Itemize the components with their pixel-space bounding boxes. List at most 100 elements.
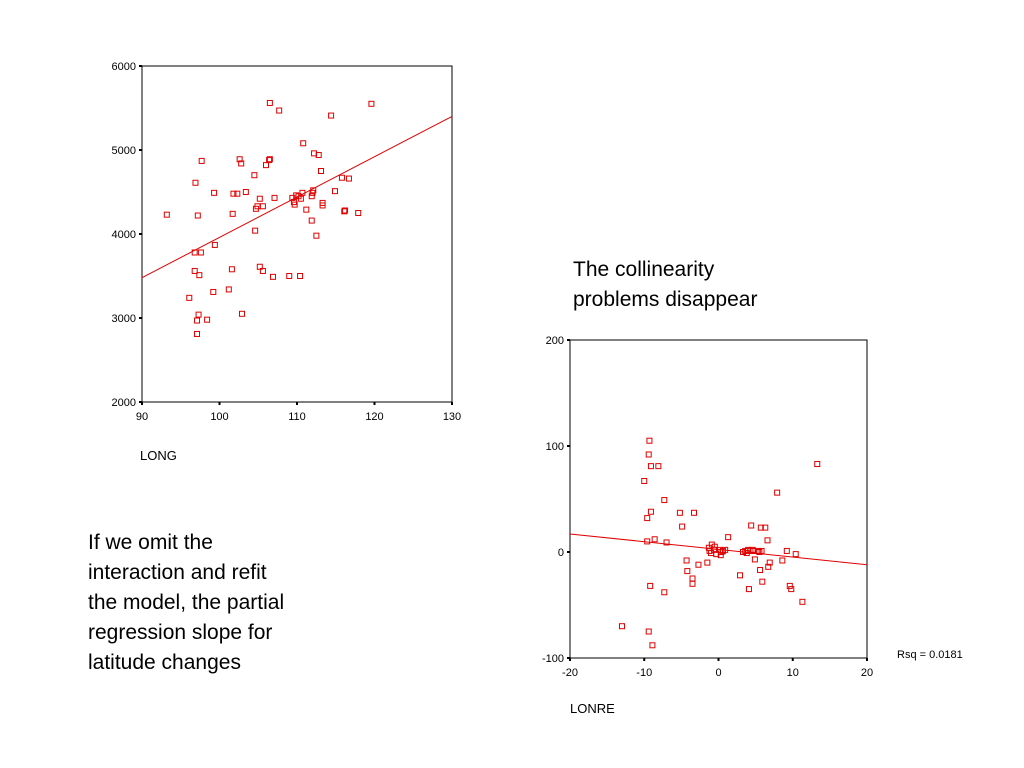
data-point	[757, 567, 764, 574]
data-point	[661, 497, 668, 504]
data-point	[303, 206, 310, 213]
x-tick-label: -20	[562, 667, 578, 679]
data-point	[764, 537, 771, 544]
data-point	[751, 556, 758, 563]
data-point	[308, 193, 315, 200]
data-point	[750, 547, 757, 554]
data-point	[655, 463, 662, 470]
data-point	[765, 563, 772, 570]
data-point	[286, 273, 293, 279]
data-point	[308, 217, 315, 224]
data-point	[341, 208, 348, 215]
data-point	[256, 195, 263, 202]
x-axis-title: LONRE	[570, 701, 615, 716]
data-point	[194, 330, 201, 337]
y-tick-label: 6000	[112, 61, 136, 73]
data-point	[263, 162, 269, 169]
x-tick-label: 90	[136, 411, 148, 423]
data-point	[191, 267, 198, 274]
data-point	[318, 168, 325, 174]
omit-interaction-note: If we omit the interaction and refit the…	[88, 531, 285, 674]
data-point	[725, 534, 732, 541]
data-point	[192, 179, 199, 186]
data-point	[689, 575, 696, 582]
collinearity-note: The collinearity problems disappear	[573, 258, 758, 311]
y-tick-label: 5000	[112, 145, 136, 157]
data-point	[251, 172, 258, 179]
data-point	[266, 156, 273, 163]
data-point	[310, 187, 317, 194]
data-point	[754, 547, 761, 554]
data-point	[649, 642, 656, 649]
data-point	[690, 509, 697, 516]
data-point	[651, 536, 658, 543]
data-point	[315, 152, 322, 159]
data-point	[271, 194, 278, 201]
data-point	[647, 582, 654, 589]
data-point	[225, 286, 232, 293]
data-point	[266, 99, 273, 106]
data-point	[647, 463, 654, 470]
data-point	[210, 288, 217, 295]
data-point	[711, 543, 718, 550]
rsq-annotation: Rsq = 0.0181	[897, 649, 963, 661]
scatter-plot-long: 2000 3000 4000 5000 6000 90 100 110 120 130 LONG	[112, 61, 462, 463]
data-point	[259, 203, 266, 210]
data-point	[748, 522, 755, 529]
data-point	[737, 572, 744, 579]
data-point	[661, 589, 668, 596]
data-point	[704, 559, 711, 566]
y-tick-label: -100	[542, 653, 564, 665]
data-point	[238, 310, 245, 317]
data-point	[338, 174, 345, 181]
data-point	[644, 538, 651, 545]
data-point	[256, 263, 263, 270]
data-point	[186, 294, 193, 301]
data-point	[328, 112, 335, 119]
data-point	[342, 207, 349, 214]
data-point	[313, 232, 320, 239]
data-point	[211, 241, 218, 248]
data-point	[757, 524, 764, 531]
data-point	[238, 160, 245, 167]
data-point	[766, 559, 773, 566]
x-tick-label: 120	[365, 411, 383, 423]
data-point	[198, 157, 205, 164]
data-point	[299, 189, 306, 196]
plot-frame	[141, 65, 453, 403]
data-point	[799, 598, 806, 605]
data-point	[676, 509, 683, 516]
data-point	[163, 211, 170, 218]
data-point	[745, 586, 752, 593]
data-point	[762, 524, 769, 531]
data-point	[641, 477, 648, 484]
data-point	[196, 272, 203, 279]
data-point	[679, 523, 686, 530]
x-tick-label: 10	[787, 667, 799, 679]
data-point	[684, 568, 691, 575]
data-point	[204, 316, 211, 323]
x-tick-label: 100	[210, 411, 228, 423]
data-point	[774, 489, 781, 496]
data-point	[783, 547, 790, 554]
data-point	[195, 311, 202, 318]
data-point	[230, 190, 237, 197]
data-point	[297, 273, 304, 279]
regression-line	[141, 115, 453, 279]
y-tick-label: 200	[546, 335, 564, 347]
x-tick-label: 130	[443, 411, 461, 423]
y-tick-label: 0	[558, 547, 564, 559]
data-point	[234, 190, 241, 197]
data-point	[646, 437, 653, 444]
data-point	[792, 551, 799, 558]
y-tick-label: 2000	[112, 397, 136, 409]
data-point	[291, 201, 298, 208]
x-tick-label: -10	[636, 667, 652, 679]
data-point	[722, 546, 729, 553]
plot-frame	[569, 339, 868, 659]
data-point	[252, 227, 259, 234]
data-point	[300, 140, 307, 147]
data-point	[645, 451, 652, 458]
